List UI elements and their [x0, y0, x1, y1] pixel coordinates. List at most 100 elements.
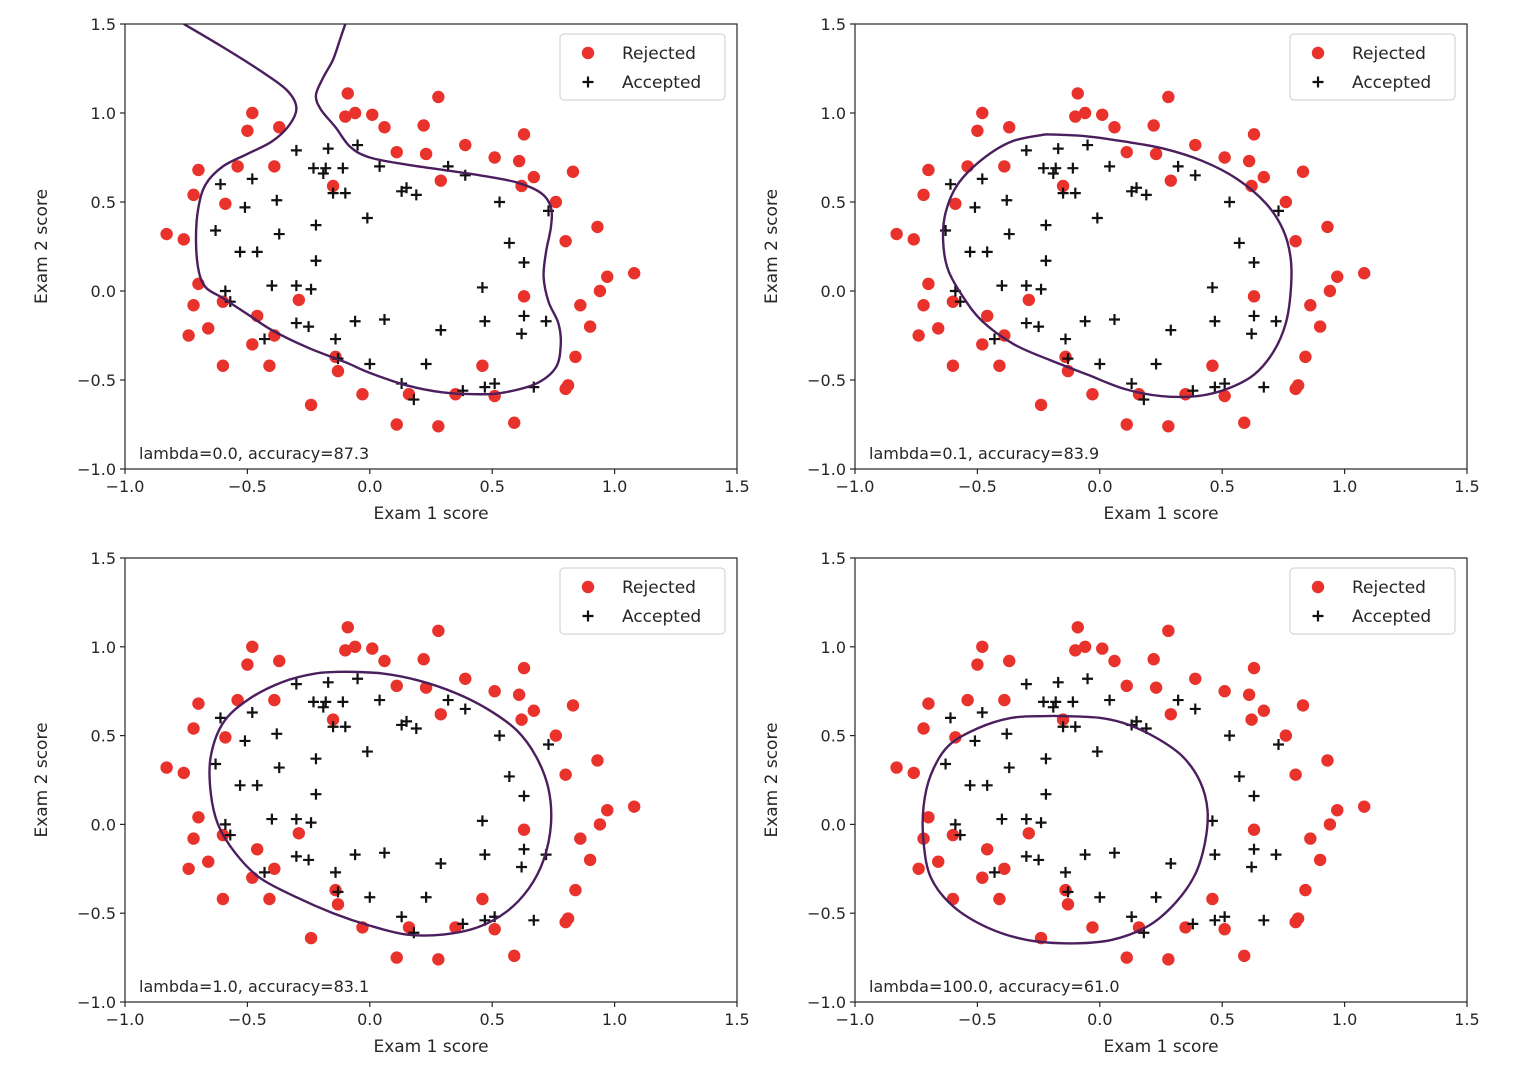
rejected-point [263, 892, 276, 906]
rejected-point [192, 163, 205, 177]
rejected-point [341, 621, 354, 634]
accepted-point [1069, 721, 1081, 733]
accepted-point [1165, 324, 1177, 336]
rejected-point [219, 197, 232, 210]
accepted-point [219, 285, 231, 297]
legend: Rejected Accepted [559, 567, 726, 635]
legend-accepted-marker [1312, 76, 1324, 88]
accepted-point [401, 715, 413, 727]
rejected-point [922, 811, 935, 824]
accepted-point [1082, 673, 1094, 685]
rejected-point [160, 227, 173, 241]
x-tick-label: 0.5 [1209, 477, 1234, 496]
rejected-point [1034, 398, 1048, 412]
x-tick-label: 1.5 [724, 477, 749, 496]
rejected-point [1291, 379, 1305, 392]
accepted-point [479, 849, 491, 861]
accepted-point [1258, 381, 1270, 393]
rejected-point [1108, 121, 1121, 134]
accuracy-annotation: lambda=0.0, accuracy=87.3 [139, 444, 369, 463]
rejected-point [216, 359, 230, 372]
x-tick-label: −1.0 [836, 477, 875, 496]
accepted-point [1140, 189, 1152, 201]
rejected-point [1059, 350, 1072, 364]
accepted-point [401, 182, 413, 194]
rejected-point [1299, 883, 1312, 897]
rejected-point [601, 803, 614, 817]
rejected-point [432, 624, 445, 638]
rejected-point [1313, 853, 1327, 867]
rejected-point [1022, 293, 1036, 307]
accepted-point [489, 378, 501, 390]
x-tick-label: 0.0 [357, 1010, 382, 1029]
accepted-point [459, 703, 471, 715]
accepted-point [305, 283, 317, 295]
accepted-point [1040, 255, 1052, 267]
rejected-point [593, 818, 607, 831]
rejected-point [432, 90, 445, 104]
accepted-point [273, 228, 285, 240]
rejected-point [561, 912, 575, 925]
rejected-point [1164, 708, 1177, 721]
rejected-point [583, 320, 597, 333]
accepted-point [1040, 219, 1052, 231]
accepted-point [1033, 854, 1045, 866]
rejected-point [1071, 87, 1084, 100]
accepted-point [1219, 378, 1231, 390]
rejected-point [1147, 119, 1160, 132]
rejected-point [390, 418, 403, 431]
rejected-point [1162, 624, 1175, 638]
rejected-point [1120, 145, 1133, 159]
accepted-point [1062, 353, 1074, 365]
rejected-point [1086, 921, 1099, 934]
rejected-point [1061, 898, 1075, 911]
accepted-point [352, 139, 364, 151]
accepted-point [234, 246, 246, 258]
accepted-point [330, 866, 342, 878]
rejected-point [591, 220, 604, 234]
accepted-point [378, 847, 390, 859]
accepted-point [1273, 738, 1284, 750]
rejected-point [488, 685, 501, 698]
accepted-point [420, 891, 432, 903]
accepted-point [305, 817, 317, 829]
rejected-point [1149, 681, 1163, 694]
accepted-point [1067, 696, 1079, 708]
accepted-point [989, 866, 1001, 878]
rejected-point [922, 163, 935, 177]
rejected-point [1357, 800, 1371, 813]
rejected-point [1162, 420, 1175, 433]
x-tick-label: 1.5 [1454, 477, 1479, 496]
rejected-point [202, 322, 215, 335]
rejected-point [998, 693, 1011, 707]
x-tick-label: 0.5 [1209, 1010, 1234, 1029]
accepted-point [364, 358, 376, 370]
accepted-point [410, 722, 422, 734]
y-axis-label: Exam 2 score [762, 722, 782, 837]
accepted-point [981, 779, 993, 791]
x-axis-label: Exam 1 score [373, 504, 488, 524]
rejected-point [512, 688, 526, 701]
rejected-point [187, 722, 200, 735]
legend-accepted-marker [582, 610, 594, 622]
accepted-point [322, 143, 334, 155]
rejected-point [273, 654, 286, 668]
accepted-point [516, 861, 528, 873]
accepted-point [330, 333, 342, 345]
accepted-point [1050, 162, 1062, 174]
rejected-point [1238, 949, 1251, 963]
rejected-point [488, 389, 501, 403]
rejected-point [1189, 138, 1202, 152]
accepted-point [1187, 385, 1199, 397]
rejected-point [1206, 359, 1219, 372]
y-tick-label: −0.5 [807, 904, 846, 923]
accepted-point [310, 219, 322, 231]
rejected-point [263, 359, 276, 372]
rejected-point [366, 108, 379, 121]
accepted-point [1233, 237, 1245, 249]
accepted-point [1150, 891, 1162, 903]
accepted-point [259, 866, 271, 878]
y-tick-label: −1.0 [807, 460, 846, 479]
accepted-point [944, 178, 956, 190]
